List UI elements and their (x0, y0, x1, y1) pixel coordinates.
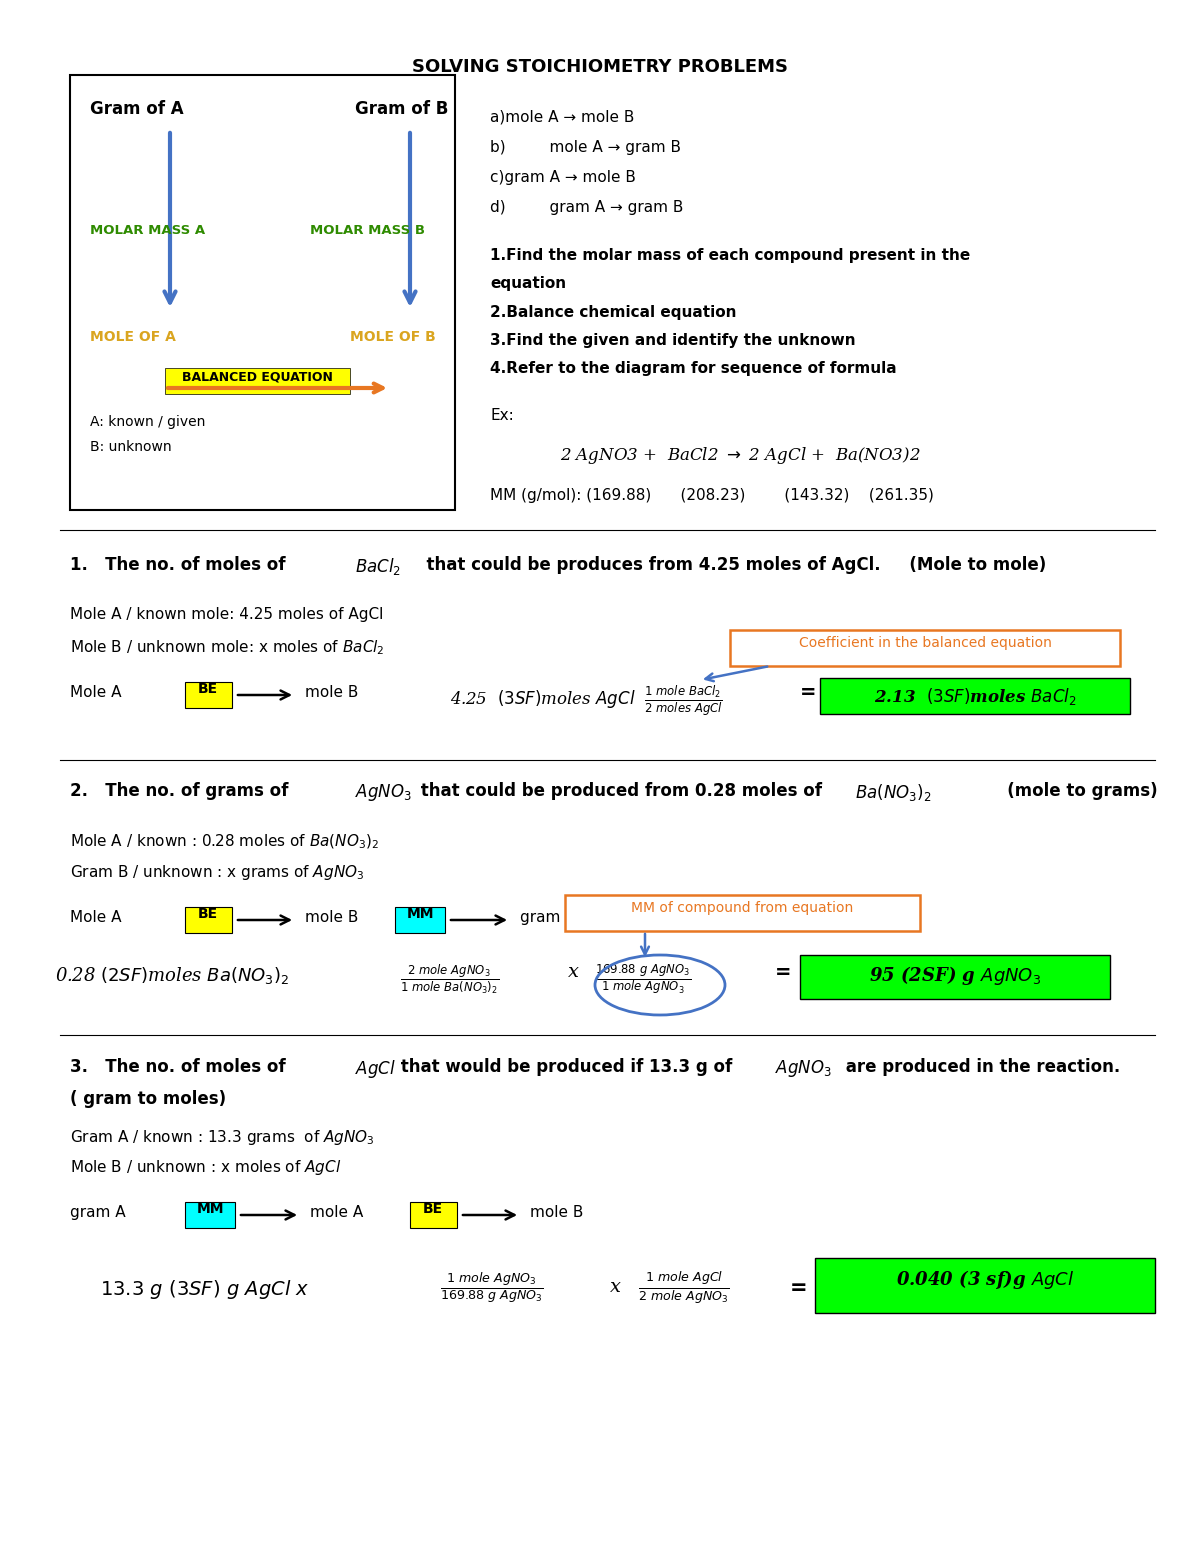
Text: Gram B / unknown : x grams of $\mathbf{\mathit{AgNO_3}}$: Gram B / unknown : x grams of $\mathbf{\… (70, 863, 365, 882)
Text: B: unknown: B: unknown (90, 439, 172, 453)
Text: 3.Find the given and identify the unknown: 3.Find the given and identify the unknow… (490, 332, 856, 348)
Text: Mole B / unknown mole: x moles of $\it{BaCl_2}$: Mole B / unknown mole: x moles of $\it{B… (70, 638, 384, 657)
Text: $\frac{1\ mole\ \mathbf{\mathit{AgNO_3}}}{169.88\ g\ \mathbf{\mathit{AgNO_3}}}$: $\frac{1\ mole\ \mathbf{\mathit{AgNO_3}}… (440, 1270, 544, 1305)
Text: =: = (775, 963, 792, 981)
Text: mole A: mole A (310, 1205, 364, 1221)
Text: $\mathit{AgNO_3}$: $\mathit{AgNO_3}$ (775, 1058, 832, 1079)
Text: b)         mole A → gram B: b) mole A → gram B (490, 140, 682, 155)
Text: equation: equation (490, 276, 566, 290)
Text: mole B: mole B (305, 685, 359, 700)
Text: $\mathbf{\it{BaCl_2}}$: $\mathbf{\it{BaCl_2}}$ (355, 556, 401, 578)
Text: 2.   The no. of grams of: 2. The no. of grams of (70, 783, 294, 800)
Text: x: x (610, 1278, 622, 1297)
Text: Gram A / known : 13.3 grams  of $\mathbf{\mathit{AgNO_3}}$: Gram A / known : 13.3 grams of $\mathbf{… (70, 1127, 374, 1148)
Bar (820, 679, 1130, 714)
Text: Coefficient in the balanced equation: Coefficient in the balanced equation (798, 637, 1051, 651)
Bar (70, 75, 455, 509)
Text: MOLAR MASS B: MOLAR MASS B (310, 224, 425, 236)
Text: MM of compound from equation: MM of compound from equation (631, 901, 853, 915)
Text: Mole A: Mole A (70, 685, 121, 700)
Text: $\frac{169.88\ g\ AgNO_3}{1\ mole\ AgNO_3}$: $\frac{169.88\ g\ AgNO_3}{1\ mole\ AgNO_… (595, 963, 691, 997)
Bar (730, 631, 1120, 666)
Text: =: = (800, 683, 816, 702)
Text: 4.Refer to the diagram for sequence of formula: 4.Refer to the diagram for sequence of f… (490, 360, 896, 376)
Bar (800, 955, 1110, 999)
Text: MOLE OF A: MOLE OF A (90, 329, 176, 345)
Text: 2.13  $(3SF)$moles $\it{BaCl_2}$: 2.13 $(3SF)$moles $\it{BaCl_2}$ (874, 686, 1076, 707)
Text: $\frac{2\ mole\ AgNO_3}{1\ mole\ Ba(NO_3)_2}$: $\frac{2\ mole\ AgNO_3}{1\ mole\ Ba(NO_3… (400, 963, 499, 997)
Bar (185, 1202, 235, 1228)
Bar (815, 1258, 1154, 1312)
Bar (565, 895, 920, 930)
Text: Mole A / known mole: 4.25 moles of AgCl: Mole A / known mole: 4.25 moles of AgCl (70, 607, 383, 623)
Text: =: = (790, 1278, 808, 1298)
Text: Ex:: Ex: (490, 408, 514, 422)
Text: (mole to grams): (mole to grams) (990, 783, 1158, 800)
Text: 1.   The no. of moles of: 1. The no. of moles of (70, 556, 292, 575)
Bar (185, 907, 232, 933)
Text: gram A: gram A (70, 1205, 126, 1221)
Text: 0.28 $(2SF)$moles $\mathbf{\mathit{Ba(NO_3)_2}}$: 0.28 $(2SF)$moles $\mathbf{\mathit{Ba(NO… (55, 964, 289, 986)
Bar (410, 1202, 457, 1228)
Text: Mole A: Mole A (70, 910, 121, 926)
Text: Mole A / known : 0.28 moles of $\mathbf{\mathit{Ba(NO_3)_2}}$: Mole A / known : 0.28 moles of $\mathbf{… (70, 832, 379, 851)
Text: x: x (568, 963, 580, 981)
Text: are produced in the reaction.: are produced in the reaction. (840, 1058, 1121, 1076)
Text: mole B: mole B (530, 1205, 583, 1221)
Text: a)mole A → mole B: a)mole A → mole B (490, 110, 635, 124)
Text: 3.   The no. of moles of: 3. The no. of moles of (70, 1058, 292, 1076)
Text: 2.Balance chemical equation: 2.Balance chemical equation (490, 304, 737, 320)
Text: $13.3\ g\ (3SF)\ g\ AgCl\ x$: $13.3\ g\ (3SF)\ g\ AgCl\ x$ (100, 1278, 310, 1301)
Text: d)         gram A → gram B: d) gram A → gram B (490, 200, 683, 214)
Text: 2 AgNO3 +  BaCl2 $\rightarrow$ 2 AgCl +  Ba(NO3)2: 2 AgNO3 + BaCl2 $\rightarrow$ 2 AgCl + B… (560, 446, 920, 466)
Text: BE: BE (198, 907, 218, 921)
Text: 4.25  $(3SF)$moles $\mathit{AgCl}$  $\frac{1\ mole\ BaCl_2}{2\ moles\ AgCl}$: 4.25 $(3SF)$moles $\mathit{AgCl}$ $\frac… (450, 683, 722, 717)
Text: MOLAR MASS A: MOLAR MASS A (90, 224, 205, 236)
Text: $\frac{1\ mole\ \mathbf{\mathit{AgCl}}}{2\ mole\ \mathbf{\mathit{AgNO_3}}}$: $\frac{1\ mole\ \mathbf{\mathit{AgCl}}}{… (638, 1270, 730, 1306)
Text: 95 (2SF) g $\mathbf{\mathit{AgNO_3}}$: 95 (2SF) g $\mathbf{\mathit{AgNO_3}}$ (869, 964, 1042, 988)
Text: BE: BE (422, 1202, 443, 1216)
Bar (166, 368, 350, 394)
Text: MM: MM (407, 907, 433, 921)
Text: SOLVING STOICHIOMETRY PROBLEMS: SOLVING STOICHIOMETRY PROBLEMS (412, 57, 788, 76)
Text: 1.Find the molar mass of each compound present in the: 1.Find the molar mass of each compound p… (490, 248, 971, 262)
Text: Gram of A: Gram of A (90, 99, 184, 118)
Text: Gram of B: Gram of B (355, 99, 449, 118)
Text: MM (g/mol): (169.88)      (208.23)        (143.32)    (261.35): MM (g/mol): (169.88) (208.23) (143.32) (… (490, 488, 934, 503)
Text: MM: MM (197, 1202, 223, 1216)
Text: $\mathit{AgCl}$: $\mathit{AgCl}$ (355, 1058, 396, 1079)
Text: 0.040 (3 sf)g $\mathbf{\mathit{AgCl}}$: 0.040 (3 sf)g $\mathbf{\mathit{AgCl}}$ (895, 1267, 1074, 1291)
Text: BE: BE (198, 682, 218, 696)
Text: MOLE OF B: MOLE OF B (350, 329, 436, 345)
Text: A: known / given: A: known / given (90, 415, 205, 429)
Text: Mole B / unknown : x moles of $\mathbf{\mathit{AgCl}}$: Mole B / unknown : x moles of $\mathbf{\… (70, 1159, 341, 1177)
Text: mole B: mole B (305, 910, 359, 926)
Text: $\mathit{Ba(NO_3)_2}$: $\mathit{Ba(NO_3)_2}$ (854, 783, 931, 803)
Bar (185, 682, 232, 708)
Text: BALANCED EQUATION: BALANCED EQUATION (181, 370, 332, 384)
Text: that would be produced if 13.3 g of: that would be produced if 13.3 g of (395, 1058, 738, 1076)
Text: ( gram to moles): ( gram to moles) (70, 1090, 226, 1107)
Text: gram B: gram B (520, 910, 576, 926)
Text: that could be produced from 0.28 moles of: that could be produced from 0.28 moles o… (415, 783, 828, 800)
Text: c)gram A → mole B: c)gram A → mole B (490, 169, 636, 185)
Bar (395, 907, 445, 933)
Text: $\mathit{AgNO_3}$: $\mathit{AgNO_3}$ (355, 783, 412, 803)
Text: that could be produces from 4.25 moles of AgCl.     (Mole to mole): that could be produces from 4.25 moles o… (415, 556, 1046, 575)
